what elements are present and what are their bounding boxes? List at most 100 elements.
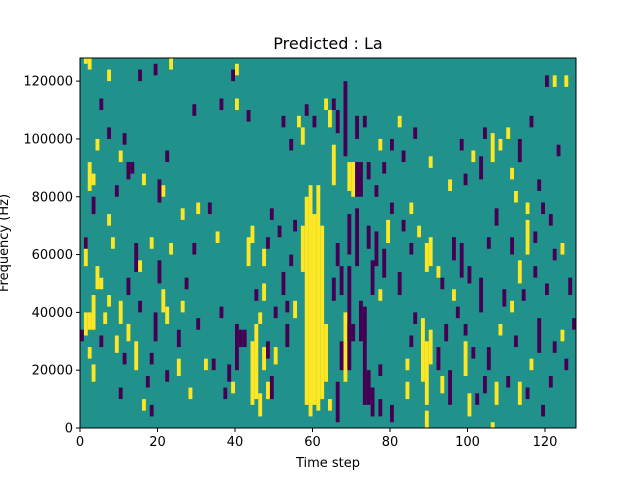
heatmap-cell — [138, 69, 143, 82]
heatmap-cell — [401, 150, 406, 163]
heatmap-cell — [459, 243, 464, 278]
heatmap-cell — [103, 312, 108, 324]
heatmap-cell — [99, 335, 104, 348]
heatmap-cell — [258, 393, 263, 417]
heatmap-cell — [386, 219, 391, 244]
y-tick-label: 120000 — [23, 75, 73, 90]
heatmap-cell — [114, 335, 119, 353]
heatmap-cell — [320, 225, 325, 400]
heatmap-cells — [80, 58, 577, 428]
heatmap-cell — [560, 243, 565, 255]
heatmap-cell — [83, 58, 88, 64]
heatmap-cell — [107, 127, 112, 139]
heatmap-cell — [463, 341, 468, 376]
heatmap-cell — [99, 277, 104, 290]
heatmap-cell — [517, 138, 522, 163]
heatmap-cell — [176, 329, 181, 348]
heatmap-cell — [238, 329, 243, 348]
heatmap-cell — [273, 306, 278, 319]
heatmap-cell — [188, 387, 193, 400]
heatmap-cell — [552, 75, 557, 87]
heatmap-cell — [506, 375, 511, 388]
heatmap-cell — [514, 190, 518, 203]
heatmap-cell — [483, 375, 487, 394]
heatmap-cell — [475, 393, 480, 405]
heatmap-cell — [227, 364, 232, 382]
heatmap-cell — [262, 347, 267, 371]
heatmap-cell — [126, 277, 131, 296]
heatmap-cell — [405, 381, 410, 400]
heatmap-cell — [448, 179, 453, 191]
heatmap-cell — [525, 202, 530, 215]
heatmap-cell — [289, 254, 294, 267]
heatmap-cell — [281, 115, 286, 128]
x-tick-label: 40 — [227, 435, 244, 450]
heatmap-cell — [138, 300, 143, 313]
heatmap-cell — [390, 202, 394, 215]
heatmap-cell — [359, 162, 363, 197]
heatmap-cell — [347, 214, 352, 255]
heatmap-cell — [440, 375, 445, 394]
heatmap-cell — [126, 323, 131, 342]
x-tick-label: 0 — [76, 435, 84, 450]
heatmap-cell — [355, 115, 360, 139]
heatmap-cell — [215, 231, 220, 243]
heatmap-cell — [552, 248, 557, 261]
heatmap-cell — [262, 283, 267, 301]
heatmap-cell — [196, 202, 201, 215]
heatmap-cell — [328, 110, 332, 128]
heatmap-cell — [533, 266, 538, 278]
heatmap-cell — [83, 237, 88, 249]
heatmap-cell — [165, 150, 170, 163]
heatmap-cell — [169, 58, 174, 70]
heatmap-cell — [390, 404, 394, 423]
heatmap-cell — [374, 185, 379, 197]
heatmap-cell — [452, 237, 456, 261]
heatmap-cell — [161, 185, 166, 197]
heatmap-cell — [273, 347, 278, 365]
y-tick-label: 60000 — [32, 248, 73, 263]
heatmap-cell — [498, 138, 503, 151]
heatmap-cell — [525, 219, 530, 255]
heatmap-cell — [335, 110, 340, 134]
heatmap-cell — [409, 202, 414, 215]
heatmap-cell — [436, 266, 441, 278]
x-axis-ticks: 0 20 40 60 80 100 120 — [76, 428, 557, 450]
heatmap-cell — [390, 138, 394, 151]
heatmap-cell — [343, 312, 348, 382]
heatmap-cell — [421, 318, 425, 382]
heatmap-cell — [548, 214, 553, 226]
heatmap-cell — [541, 202, 546, 215]
heatmap-cell — [118, 300, 123, 324]
heatmap-cell — [219, 306, 224, 319]
heatmap-cell — [91, 196, 96, 215]
heatmap-cell — [428, 156, 433, 168]
heatmap-cell — [351, 162, 356, 197]
heatmap-cell — [254, 323, 259, 400]
x-tick-label: 20 — [149, 435, 166, 450]
heatmap-cell — [378, 364, 383, 376]
heatmap-cell — [537, 318, 542, 353]
heatmap-cell — [483, 127, 487, 139]
heatmap-cell — [378, 289, 383, 301]
heatmap-cell — [114, 185, 119, 197]
heatmap-cell — [122, 352, 127, 365]
heatmap-cell — [180, 300, 185, 313]
heatmap-cell — [440, 277, 445, 290]
heatmap-cell — [157, 179, 162, 203]
heatmap-cell — [297, 115, 301, 128]
heatmap-cell — [428, 237, 433, 267]
heatmap-cell — [95, 266, 100, 290]
heatmap-cell — [541, 404, 546, 417]
heatmap-cell — [118, 150, 123, 163]
heatmap-cell — [343, 81, 348, 157]
heatmap-cell — [300, 127, 305, 145]
heatmap-cell — [118, 387, 123, 400]
heatmap-cell — [145, 375, 150, 388]
heatmap-cell — [142, 173, 146, 186]
heatmap-cell — [537, 179, 542, 191]
heatmap-cell — [331, 98, 336, 111]
heatmap-cell — [355, 162, 360, 197]
heatmap-cell — [242, 329, 247, 348]
